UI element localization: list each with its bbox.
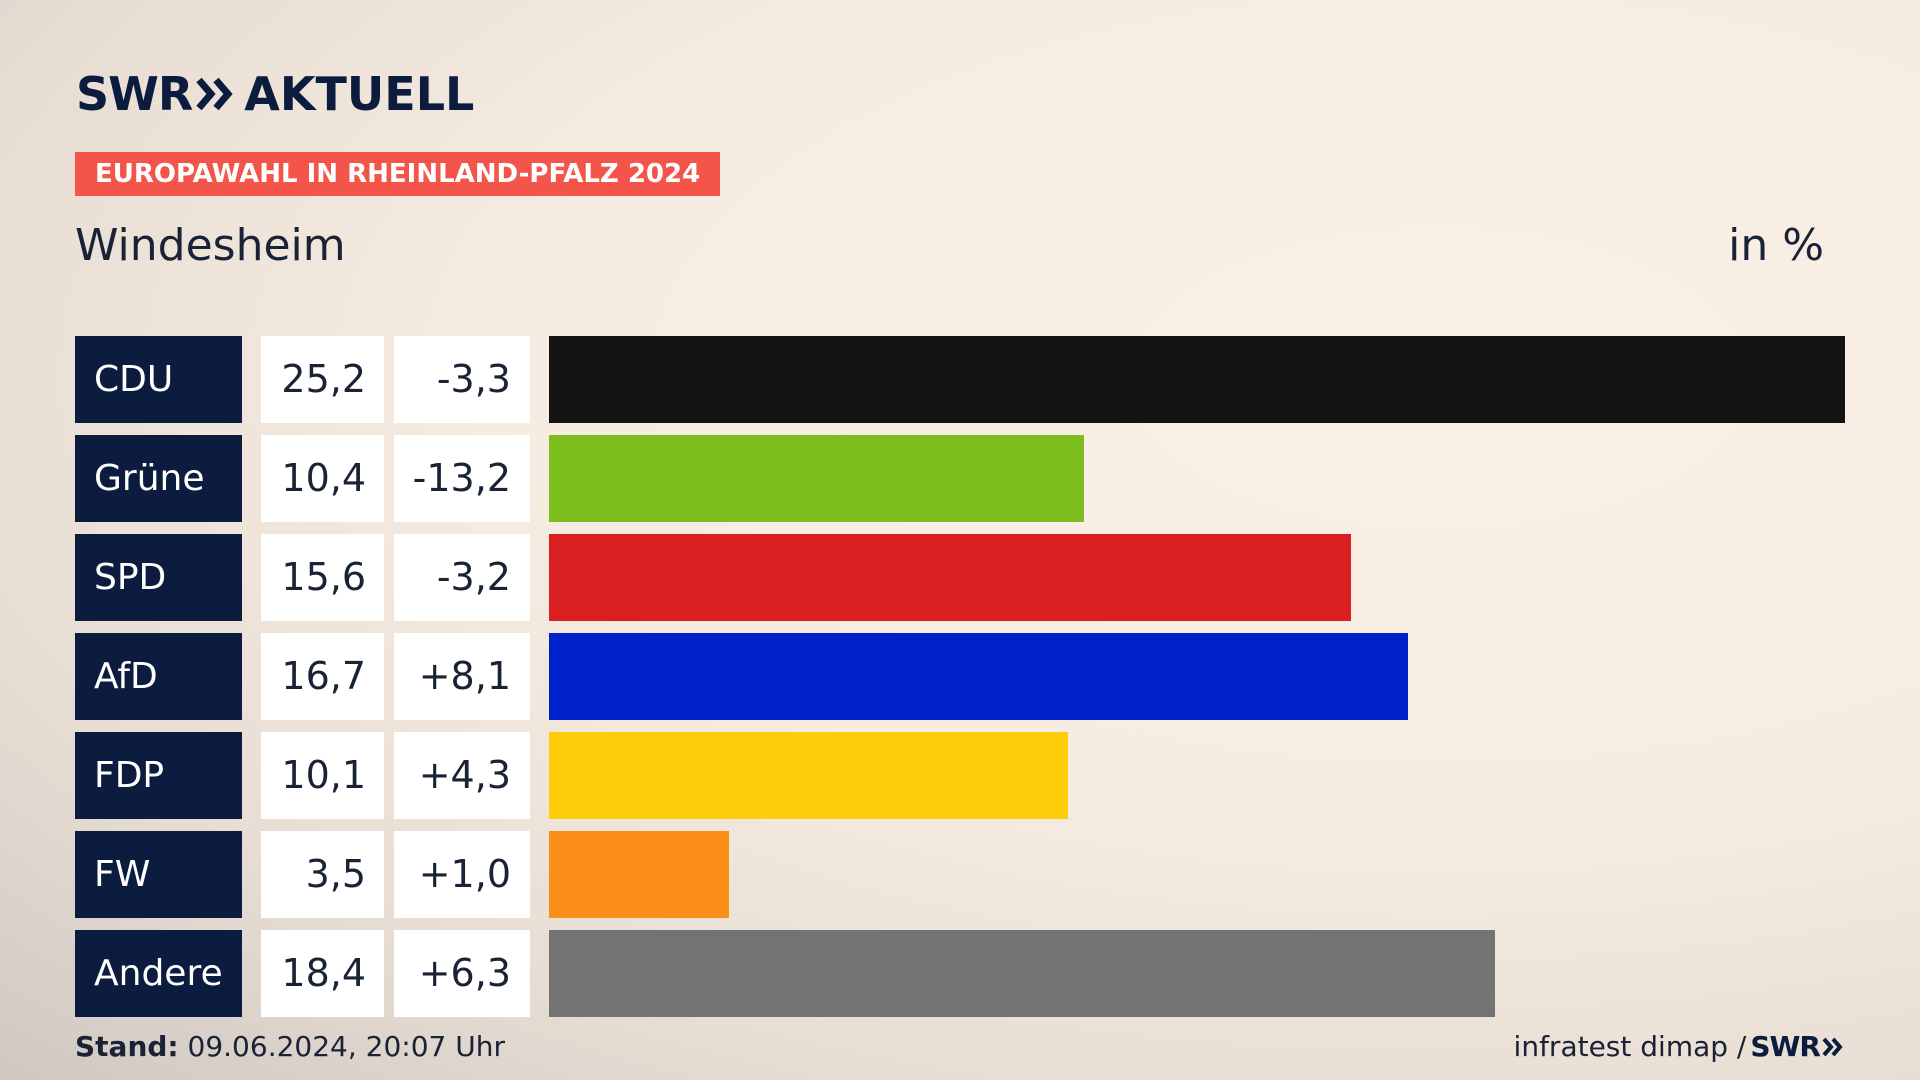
chart-row: Grüne 10,4 -13,2 <box>75 435 1845 522</box>
diff-label: +6,3 <box>394 930 530 1017</box>
chart-row: FW 3,5 +1,0 <box>75 831 1845 918</box>
value-label: 10,4 <box>261 435 384 522</box>
source-brand: SWR <box>1750 1030 1821 1063</box>
party-label: CDU <box>75 336 242 423</box>
stand-value: 09.06.2024, 20:07 Uhr <box>187 1030 505 1063</box>
diff-label: -13,2 <box>394 435 530 522</box>
diff-label: -3,3 <box>394 336 530 423</box>
party-label: FW <box>75 831 242 918</box>
value-label: 18,4 <box>261 930 384 1017</box>
double-chevron-icon-small <box>1822 1036 1844 1058</box>
value-label: 3,5 <box>261 831 384 918</box>
source-credit: infratest dimap / SWR <box>1514 1030 1844 1063</box>
diff-label: -3,2 <box>394 534 530 621</box>
party-label: SPD <box>75 534 242 621</box>
logo-sub: AKTUELL <box>244 67 475 121</box>
unit-label: in % <box>1728 220 1824 271</box>
bar <box>549 732 1068 819</box>
chart-row: AfD 16,7 +8,1 <box>75 633 1845 720</box>
party-label: AfD <box>75 633 242 720</box>
value-label: 16,7 <box>261 633 384 720</box>
value-label: 15,6 <box>261 534 384 621</box>
party-label: Andere <box>75 930 242 1017</box>
bar <box>549 831 729 918</box>
bar <box>549 336 1845 423</box>
diff-label: +8,1 <box>394 633 530 720</box>
results-bar-chart: CDU 25,2 -3,3 Grüne 10,4 -13,2 SPD 15,6 -3,2 AfD 1… <box>75 336 1845 1017</box>
timestamp: Stand: 09.06.2024, 20:07 Uhr <box>75 1030 505 1063</box>
bar <box>549 435 1084 522</box>
bar <box>549 534 1351 621</box>
chart-row: Andere 18,4 +6,3 <box>75 930 1845 1017</box>
value-label: 25,2 <box>261 336 384 423</box>
source-text: infratest dimap / <box>1513 1030 1747 1063</box>
election-badge: EUROPAWAHL IN RHEINLAND-PFALZ 2024 <box>75 152 721 196</box>
party-label: Grüne <box>75 435 242 522</box>
bar <box>549 930 1495 1017</box>
value-label: 10,1 <box>261 732 384 819</box>
bar <box>549 633 1408 720</box>
chart-row: SPD 15,6 -3,2 <box>75 534 1845 621</box>
swr-aktuell-logo: SWR AKTUELL <box>76 66 474 122</box>
diff-label: +1,0 <box>394 831 530 918</box>
place-title: Windesheim <box>75 220 346 271</box>
stand-label: Stand: <box>75 1030 179 1063</box>
party-label: FDP <box>75 732 242 819</box>
diff-label: +4,3 <box>394 732 530 819</box>
chart-row: CDU 25,2 -3,3 <box>75 336 1845 423</box>
double-chevron-icon <box>196 76 234 112</box>
chart-row: FDP 10,1 +4,3 <box>75 732 1845 819</box>
logo-brand: SWR <box>76 67 193 121</box>
